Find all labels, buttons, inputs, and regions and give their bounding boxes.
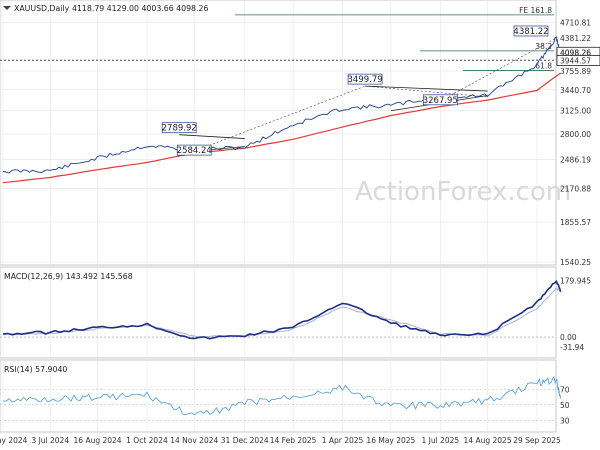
price-annotation-box: [347, 73, 383, 85]
vertical-gridlines: [2, 0, 538, 432]
price-y-tick-label: 4381.22: [560, 34, 591, 43]
macd-y-tick-label: -31.94: [560, 343, 584, 352]
rsi-y-tick-label: 50: [560, 401, 570, 410]
price-y-tick-label: 3125.00: [560, 106, 591, 115]
fib-level-label: 38.2: [535, 42, 552, 51]
x-tick-label: 1 Apr 2025: [322, 436, 364, 445]
price-annotation-box: [161, 122, 197, 134]
price-y-tick-label: 2800.00: [560, 130, 591, 139]
price-annotation: 2789.92: [162, 124, 197, 134]
price-annotation: 3499.79: [348, 75, 383, 85]
price-badge: 4098.26: [560, 48, 591, 57]
x-tick-label: 20 May 2024: [0, 436, 28, 445]
ohlc-values: 4118.79 4129.00 4003.66 4098.26: [72, 4, 208, 13]
rsi-y-tick-label: 30: [560, 416, 570, 425]
x-tick-label: 29 Sep 2025: [513, 436, 561, 445]
price-annotation-box: [422, 94, 458, 106]
price-layer: FE 161.8 38.2 61.8 4381.22 3499.79 3267.95 278…: [0, 6, 600, 184]
price-y-tick-label: 1540.25: [560, 258, 591, 267]
x-tick-label: 14 Nov 2024: [170, 436, 218, 445]
trendline: [179, 134, 245, 139]
price-y-tick-label: 4098.26: [560, 48, 591, 57]
macd-y-tick-label: 179.945: [560, 276, 591, 285]
series-price-line: [2, 35, 562, 174]
rsi-y-tick-label: 70: [560, 385, 570, 394]
price-y-tick-label: 3440.70: [560, 86, 591, 95]
projection-line: [194, 85, 366, 152]
price-y-tick-label: 2170.88: [560, 184, 591, 193]
price-annotation: 3267.95: [423, 96, 458, 106]
trendline: [365, 85, 488, 92]
macd-panel: [0, 266, 557, 359]
series-ma-line: [2, 72, 561, 184]
watermark: ActionForex.com: [355, 177, 571, 207]
price-y-tick-label: 2486.19: [560, 155, 591, 164]
series-rsi-line: [2, 375, 561, 416]
price-panel: [0, 0, 557, 266]
x-tick-label: 31 Dec 2024: [221, 436, 269, 445]
fib-level-label: 61.8: [535, 62, 552, 71]
x-tick-label: 16 Aug 2024: [74, 436, 122, 445]
macd-y-tick-label: 0.00: [560, 333, 577, 342]
x-tick-label: 16 May 2025: [366, 436, 415, 445]
x-tick-label: 1 Oct 2024: [126, 436, 168, 445]
macd-title: MACD(12,26,9) 143.492 145.568: [4, 272, 133, 281]
rsi-layer: [0, 375, 561, 421]
x-tick-label: 14 Feb 2025: [270, 436, 317, 445]
price-y-tick-label: 1855.57: [560, 218, 591, 227]
price-badge-box: [556, 55, 600, 66]
price-annotation: 4381.22: [513, 27, 548, 37]
price-badge: 3944.57: [560, 56, 591, 65]
symbol-label: XAUUSD,Daily: [14, 4, 70, 13]
x-tick-label: 3 Jul 2024: [31, 436, 69, 445]
projection-line: [365, 85, 488, 98]
price-y-tick-label: 4710.81: [560, 18, 591, 27]
macd-layer: [0, 279, 562, 340]
rsi-title: RSI(14) 57.9040: [4, 365, 67, 374]
price-annotation-box: [513, 25, 549, 37]
chart-header: XAUUSD,Daily 4118.79 4129.00 4003.66 409…: [3, 4, 208, 13]
price-annotation-box: [176, 144, 212, 156]
projection-line: [440, 37, 557, 102]
price-y-tick-label: 3755.89: [560, 67, 591, 76]
series-macd-line: [2, 279, 562, 340]
fib-level-label: FE 161.8: [519, 6, 552, 15]
chevron-down-icon[interactable]: [3, 6, 11, 10]
price-annotation: 2584.24: [177, 146, 212, 156]
x-tick-label: 1 Jul 2025: [421, 436, 459, 445]
x-tick-label: 14 Aug 2025: [464, 436, 512, 445]
